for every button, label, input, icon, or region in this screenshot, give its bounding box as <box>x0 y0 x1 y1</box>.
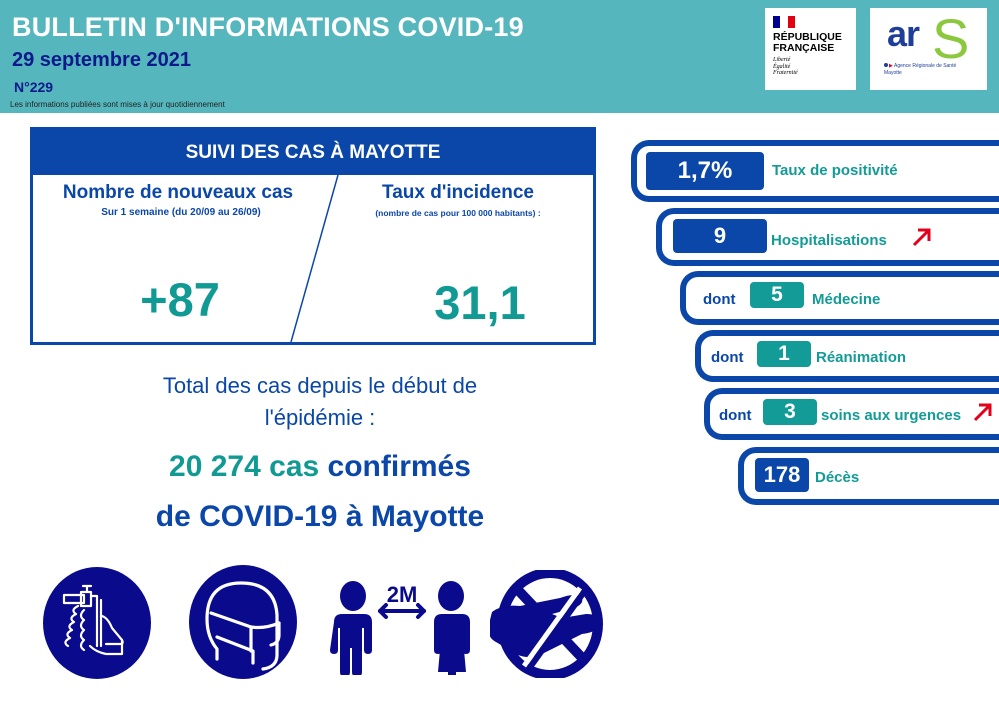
total-intro-line2: l'épidémie : <box>264 405 376 430</box>
header-banner: BULLETIN D'INFORMATIONS COVID-19 29 sept… <box>0 0 999 113</box>
republique-francaise-logo: RÉPUBLIQUE FRANÇAISE Liberté Égalité Fra… <box>765 8 856 90</box>
hospitalisations-value: 9 <box>673 219 767 253</box>
ars-dot-icon <box>884 63 888 67</box>
total-intro: Total des cas depuis le début de l'épidé… <box>100 370 540 434</box>
ars-logo: ar S ▶ Agence Régionale de Santé Mayotte <box>870 8 987 90</box>
incidence-column: Taux d'incidence (nombre de cas pour 100… <box>323 180 593 220</box>
new-cases-column: Nombre de nouveaux cas Sur 1 semaine (du… <box>33 180 323 220</box>
medecine-prefix: dont <box>703 291 736 308</box>
new-cases-label: Nombre de nouveaux cas <box>62 182 294 203</box>
total-confirmed-line1: 20 274 cas confirmés <box>80 450 560 484</box>
wear-mask-icon <box>189 565 297 679</box>
incidence-value: 31,1 <box>434 276 526 329</box>
bulletin-number: N°229 <box>14 79 54 95</box>
update-note: Les informations publiées sont mises à j… <box>10 100 225 109</box>
ars-region: Mayotte <box>884 70 902 76</box>
rf-name-line2: FRANÇAISE <box>773 42 835 54</box>
motto-fraternite: Fraternité <box>773 70 798 76</box>
deces-label: Décès <box>815 469 860 486</box>
new-cases-value: +87 <box>140 273 220 326</box>
total-confirmed-line2: de COVID-19 à Mayotte <box>155 500 485 533</box>
medecine-label: Médecine <box>812 291 881 308</box>
total-confirmed-word: confirmés <box>327 450 471 483</box>
rf-motto: Liberté Égalité Fraternité <box>773 57 848 77</box>
total-case-count: 20 274 cas <box>169 450 320 483</box>
trend-up-arrow-icon <box>973 403 992 422</box>
hospitalisations-label: Hospitalisations <box>771 232 887 249</box>
rf-name-line1: RÉPUBLIQUE <box>773 31 842 43</box>
motto-egalite: Égalité <box>773 63 791 70</box>
reanimation-label: Réanimation <box>816 349 907 366</box>
bulletin-date: 29 septembre 2021 <box>12 49 192 71</box>
new-cases-period: Sur 1 semaine (du 20/09 au 26/09) <box>101 207 261 218</box>
ars-subtitle: ▶ Agence Régionale de Santé Mayotte <box>884 63 956 77</box>
reanimation-prefix: dont <box>711 349 744 366</box>
distance-label: 2M <box>387 582 418 607</box>
positivity-label: Taux de positivité <box>772 162 898 179</box>
bulletin-title: BULLETIN D'INFORMATIONS COVID-19 <box>12 12 524 42</box>
indicator-medecine: dont 5 Médecine <box>680 271 999 325</box>
suivi-title: SUIVI DES CAS À MAYOTTE <box>33 130 593 175</box>
deces-value: 178 <box>755 458 809 492</box>
diagonal-divider <box>290 175 339 342</box>
indicator-hospitalisations: 9 Hospitalisations <box>656 208 999 266</box>
ars-brand-s: S <box>932 7 970 70</box>
suivi-cas-box: SUIVI DES CAS À MAYOTTE Nombre de nouvea… <box>30 127 596 345</box>
ars-brand-ar: ar <box>887 13 920 54</box>
motto-liberte: Liberté <box>773 57 791 63</box>
french-flag-icon <box>773 16 795 28</box>
keep-distance-icon: 2M <box>330 581 470 675</box>
urgences-value: 3 <box>763 399 817 425</box>
indicator-reanimation: dont 1 Réanimation <box>695 330 999 382</box>
incidence-sublabel: (nombre de cas pour 100 000 habitants) : <box>375 208 541 218</box>
trend-up-arrow-icon <box>912 228 931 247</box>
indicator-deces: 178 Décès <box>738 447 999 505</box>
ars-agency-name: Agence Régionale de Santé <box>893 63 957 69</box>
urgences-prefix: dont <box>719 407 752 424</box>
ars-chevron-icon: ▶ <box>889 63 893 69</box>
indicator-urgences: dont 3 soins aux urgences <box>704 388 999 440</box>
indicator-positivity: 1,7% Taux de positivité <box>631 140 999 202</box>
total-intro-line1: Total des cas depuis le début de <box>162 373 478 398</box>
reanimation-value: 1 <box>757 341 811 367</box>
positivity-value: 1,7% <box>646 152 764 190</box>
medecine-value: 5 <box>750 282 804 308</box>
no-handshake-icon <box>490 570 603 678</box>
urgences-label: soins aux urgences <box>821 407 962 424</box>
incidence-label: Taux d'incidence <box>382 182 534 203</box>
wash-hands-icon <box>43 567 151 679</box>
